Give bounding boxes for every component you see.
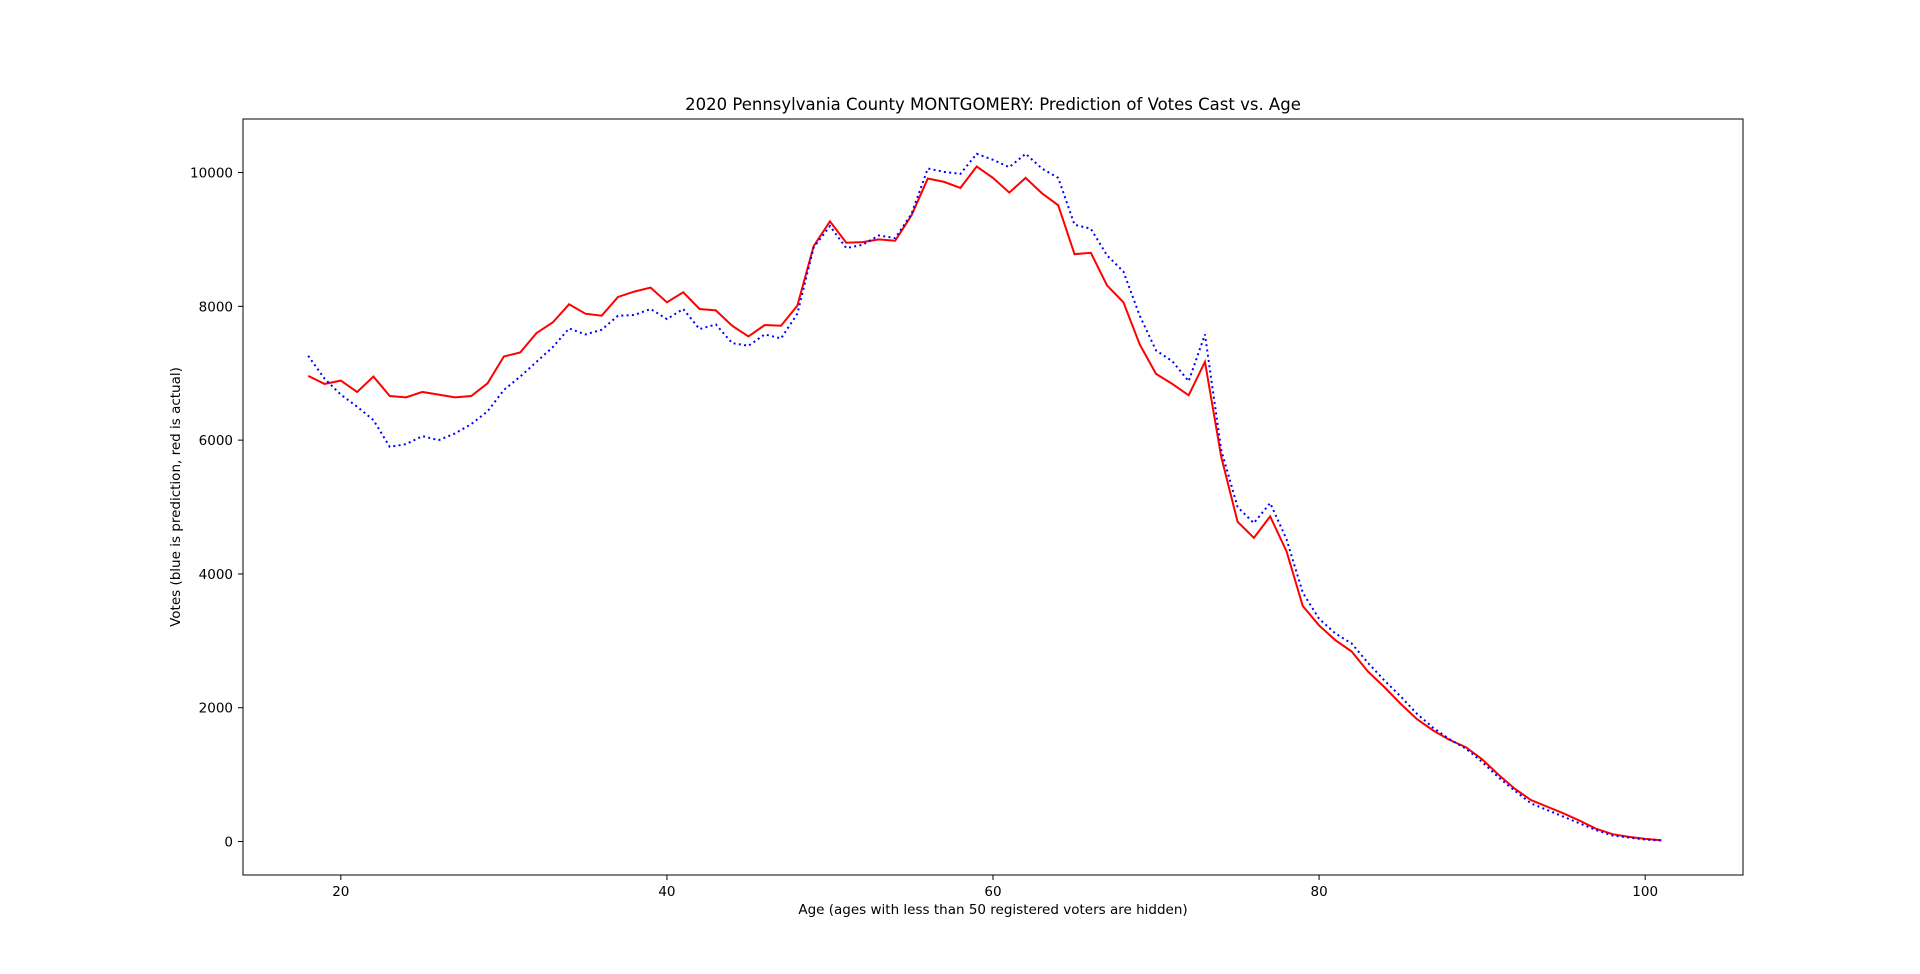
x-tick-label: 20	[332, 884, 349, 900]
y-axis-label: Votes (blue is prediction, red is actual…	[168, 367, 184, 627]
x-axis-label: Age (ages with less than 50 registered v…	[798, 902, 1187, 918]
plot-frame	[242, 118, 1744, 876]
y-tick-label: 8000	[199, 299, 233, 315]
y-tick-label: 2000	[199, 701, 233, 717]
y-tick-label: 6000	[199, 433, 233, 449]
x-tick-label: 60	[984, 884, 1001, 900]
x-tick-label: 40	[658, 884, 675, 900]
chart-title: 2020 Pennsylvania County MONTGOMERY: Pre…	[685, 95, 1301, 114]
x-tick-label: 80	[1310, 884, 1327, 900]
y-axis: 0 2000 4000 6000 8000 10000	[190, 166, 243, 851]
x-tick-label: 100	[1632, 884, 1658, 900]
y-tick-label: 0	[224, 835, 233, 851]
y-tick-label: 4000	[199, 567, 233, 583]
series-line-solid	[307, 165, 1662, 842]
series-line-dotted	[307, 152, 1662, 842]
series-layer	[307, 152, 1662, 842]
y-tick-label: 10000	[190, 166, 233, 182]
x-axis: 20 40 60 80 100	[332, 875, 1658, 900]
